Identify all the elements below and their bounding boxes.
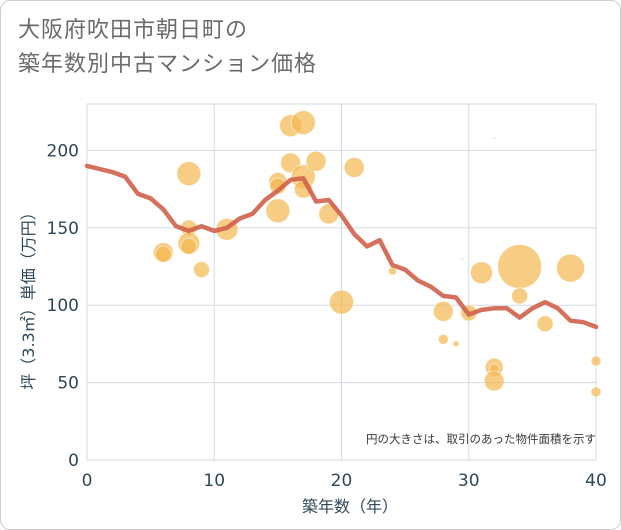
x-tick-label: 20 [331, 471, 353, 491]
bubble-point [193, 261, 211, 279]
bubble-point [437, 333, 449, 345]
bubble-point [469, 261, 493, 285]
x-tick-label: 10 [203, 471, 225, 491]
bubble-point [483, 370, 505, 392]
chart-title-line2: 築年数別中古マンション価格 [18, 52, 318, 77]
chart-title-line1: 大阪府吹田市朝日町の [18, 18, 249, 43]
bubble-point [180, 237, 198, 255]
bubble-point [265, 198, 291, 224]
trend-line [84, 163, 599, 330]
bubble-point [154, 245, 172, 263]
bubble-point [590, 386, 602, 398]
bubble-point [590, 355, 602, 367]
bubble-size-note: 円の大きさは、取引のあった物件面積を示す [366, 432, 596, 446]
bubble-point [497, 244, 543, 290]
x-tick-label: 0 [82, 471, 93, 491]
y-tick-label: 50 [57, 374, 79, 394]
bubble-point [511, 287, 529, 305]
y-tick-label: 150 [47, 219, 79, 239]
grid-lines [86, 103, 597, 461]
bubble-point [452, 340, 460, 348]
axis-ticks: 0 10 20 30 40 0 50 100 150 200 [47, 141, 607, 491]
trend-line-series [84, 163, 599, 330]
x-axis-label: 築年数（年） [302, 497, 398, 516]
x-tick-label: 40 [585, 471, 607, 491]
y-axis-label: 坪（3.3㎡）単価（万円） [19, 204, 38, 389]
chart-title: 大阪府吹田市朝日町の 築年数別中古マンション価格 [18, 14, 317, 82]
bubble-point [460, 257, 464, 261]
bubble-point [432, 300, 454, 322]
bubble-point [343, 156, 365, 178]
x-tick-label: 30 [458, 471, 480, 491]
bubble-point [556, 253, 586, 283]
bubble-point [290, 110, 316, 136]
bubble-point [329, 289, 354, 315]
y-tick-label: 200 [47, 141, 79, 161]
bubble-point [176, 161, 202, 187]
bubble-point [536, 315, 554, 333]
bubble-point [492, 136, 496, 140]
bubble-point [305, 150, 327, 172]
bubble-series [152, 110, 602, 398]
y-tick-label: 100 [47, 296, 79, 316]
y-tick-label: 0 [68, 451, 79, 471]
